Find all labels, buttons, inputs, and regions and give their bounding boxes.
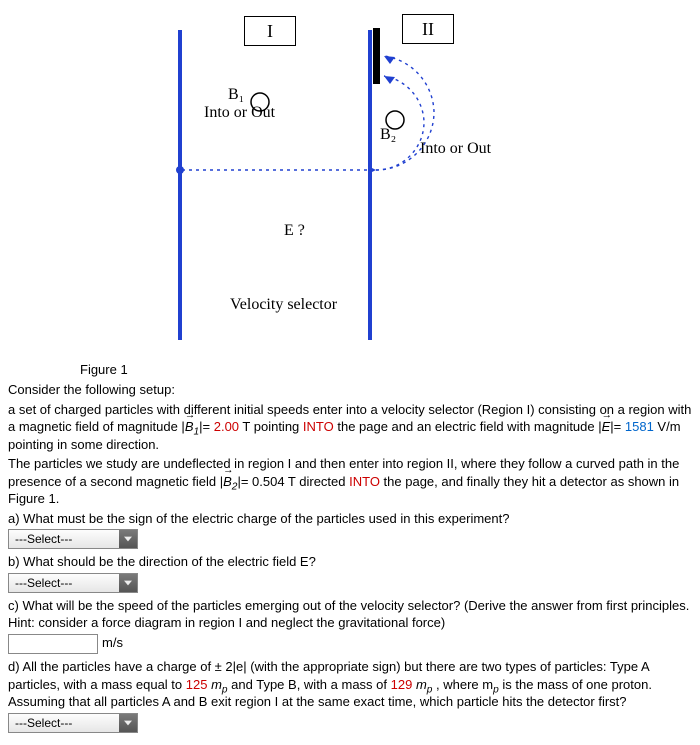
p1-d: |= xyxy=(610,419,625,434)
chevron-down-icon xyxy=(119,530,137,548)
select-e-direction[interactable]: ---Select--- xyxy=(8,573,138,593)
select-e-label: ---Select--- xyxy=(15,576,72,590)
figure-caption: Figure 1 xyxy=(0,362,700,377)
intro-line: Consider the following setup: xyxy=(8,381,692,399)
arc-inner-arrow xyxy=(384,76,395,84)
b1-label-top: B₁ xyxy=(228,86,244,104)
detector xyxy=(373,28,380,84)
e-label: E ? xyxy=(284,222,305,240)
into-1: INTO xyxy=(303,419,334,434)
diagram-svg xyxy=(0,0,700,360)
p1-b: |= xyxy=(199,419,214,434)
arc-inner xyxy=(376,76,424,170)
b2-sym: B xyxy=(223,473,232,491)
arc-outer-arrow xyxy=(384,56,395,64)
region-1-box: I xyxy=(244,16,296,46)
into-2: INTO xyxy=(349,474,380,489)
qd-mp1: m xyxy=(207,677,221,692)
b1-label-bottom: Into or Out xyxy=(204,104,275,122)
select-first-particle[interactable]: ---Select--- xyxy=(8,713,138,733)
figure-1: I II B₁ Into or Out B₂ Into or Out E ? V… xyxy=(0,0,700,360)
e-value: 1581 xyxy=(625,419,654,434)
qd-c: , where m xyxy=(432,677,493,692)
qd-mp2: m xyxy=(412,677,426,692)
select-sign[interactable]: ---Select--- xyxy=(8,529,138,549)
mass-b-value: 129 xyxy=(391,677,413,692)
p1-c: the page and an electric field with magn… xyxy=(334,419,602,434)
select-sign-label: ---Select--- xyxy=(15,532,72,546)
b1-sym: B xyxy=(185,418,194,436)
speed-input[interactable] xyxy=(8,634,98,654)
b1-unit: T pointing xyxy=(239,419,303,434)
b2-label: B₂ xyxy=(380,126,396,144)
region-2-box: II xyxy=(402,14,454,44)
b2-inout: Into or Out xyxy=(420,140,491,158)
chevron-down-icon xyxy=(119,574,137,592)
chevron-down-icon xyxy=(119,714,137,732)
select-first-label: ---Select--- xyxy=(15,716,72,730)
p2-b: |= 0.504 T directed xyxy=(237,474,349,489)
question-d: d) All the particles have a charge of ± … xyxy=(8,658,692,711)
question-a: a) What must be the sign of the electric… xyxy=(8,510,692,528)
question-c: c) What will be the speed of the particl… xyxy=(8,597,692,632)
paragraph-2: The particles we study are undeflected i… xyxy=(8,455,692,508)
qd-b: and Type B, with a mass of xyxy=(228,677,391,692)
mass-a-value: 125 xyxy=(186,677,208,692)
question-b: b) What should be the direction of the e… xyxy=(8,553,692,571)
velocity-selector-label: Velocity selector xyxy=(230,296,337,314)
paragraph-1: a set of charged particles with differen… xyxy=(8,401,692,454)
problem-text: Consider the following setup: a set of c… xyxy=(0,377,700,745)
e-sym: E xyxy=(602,418,611,436)
b1-value: 2.00 xyxy=(214,419,239,434)
